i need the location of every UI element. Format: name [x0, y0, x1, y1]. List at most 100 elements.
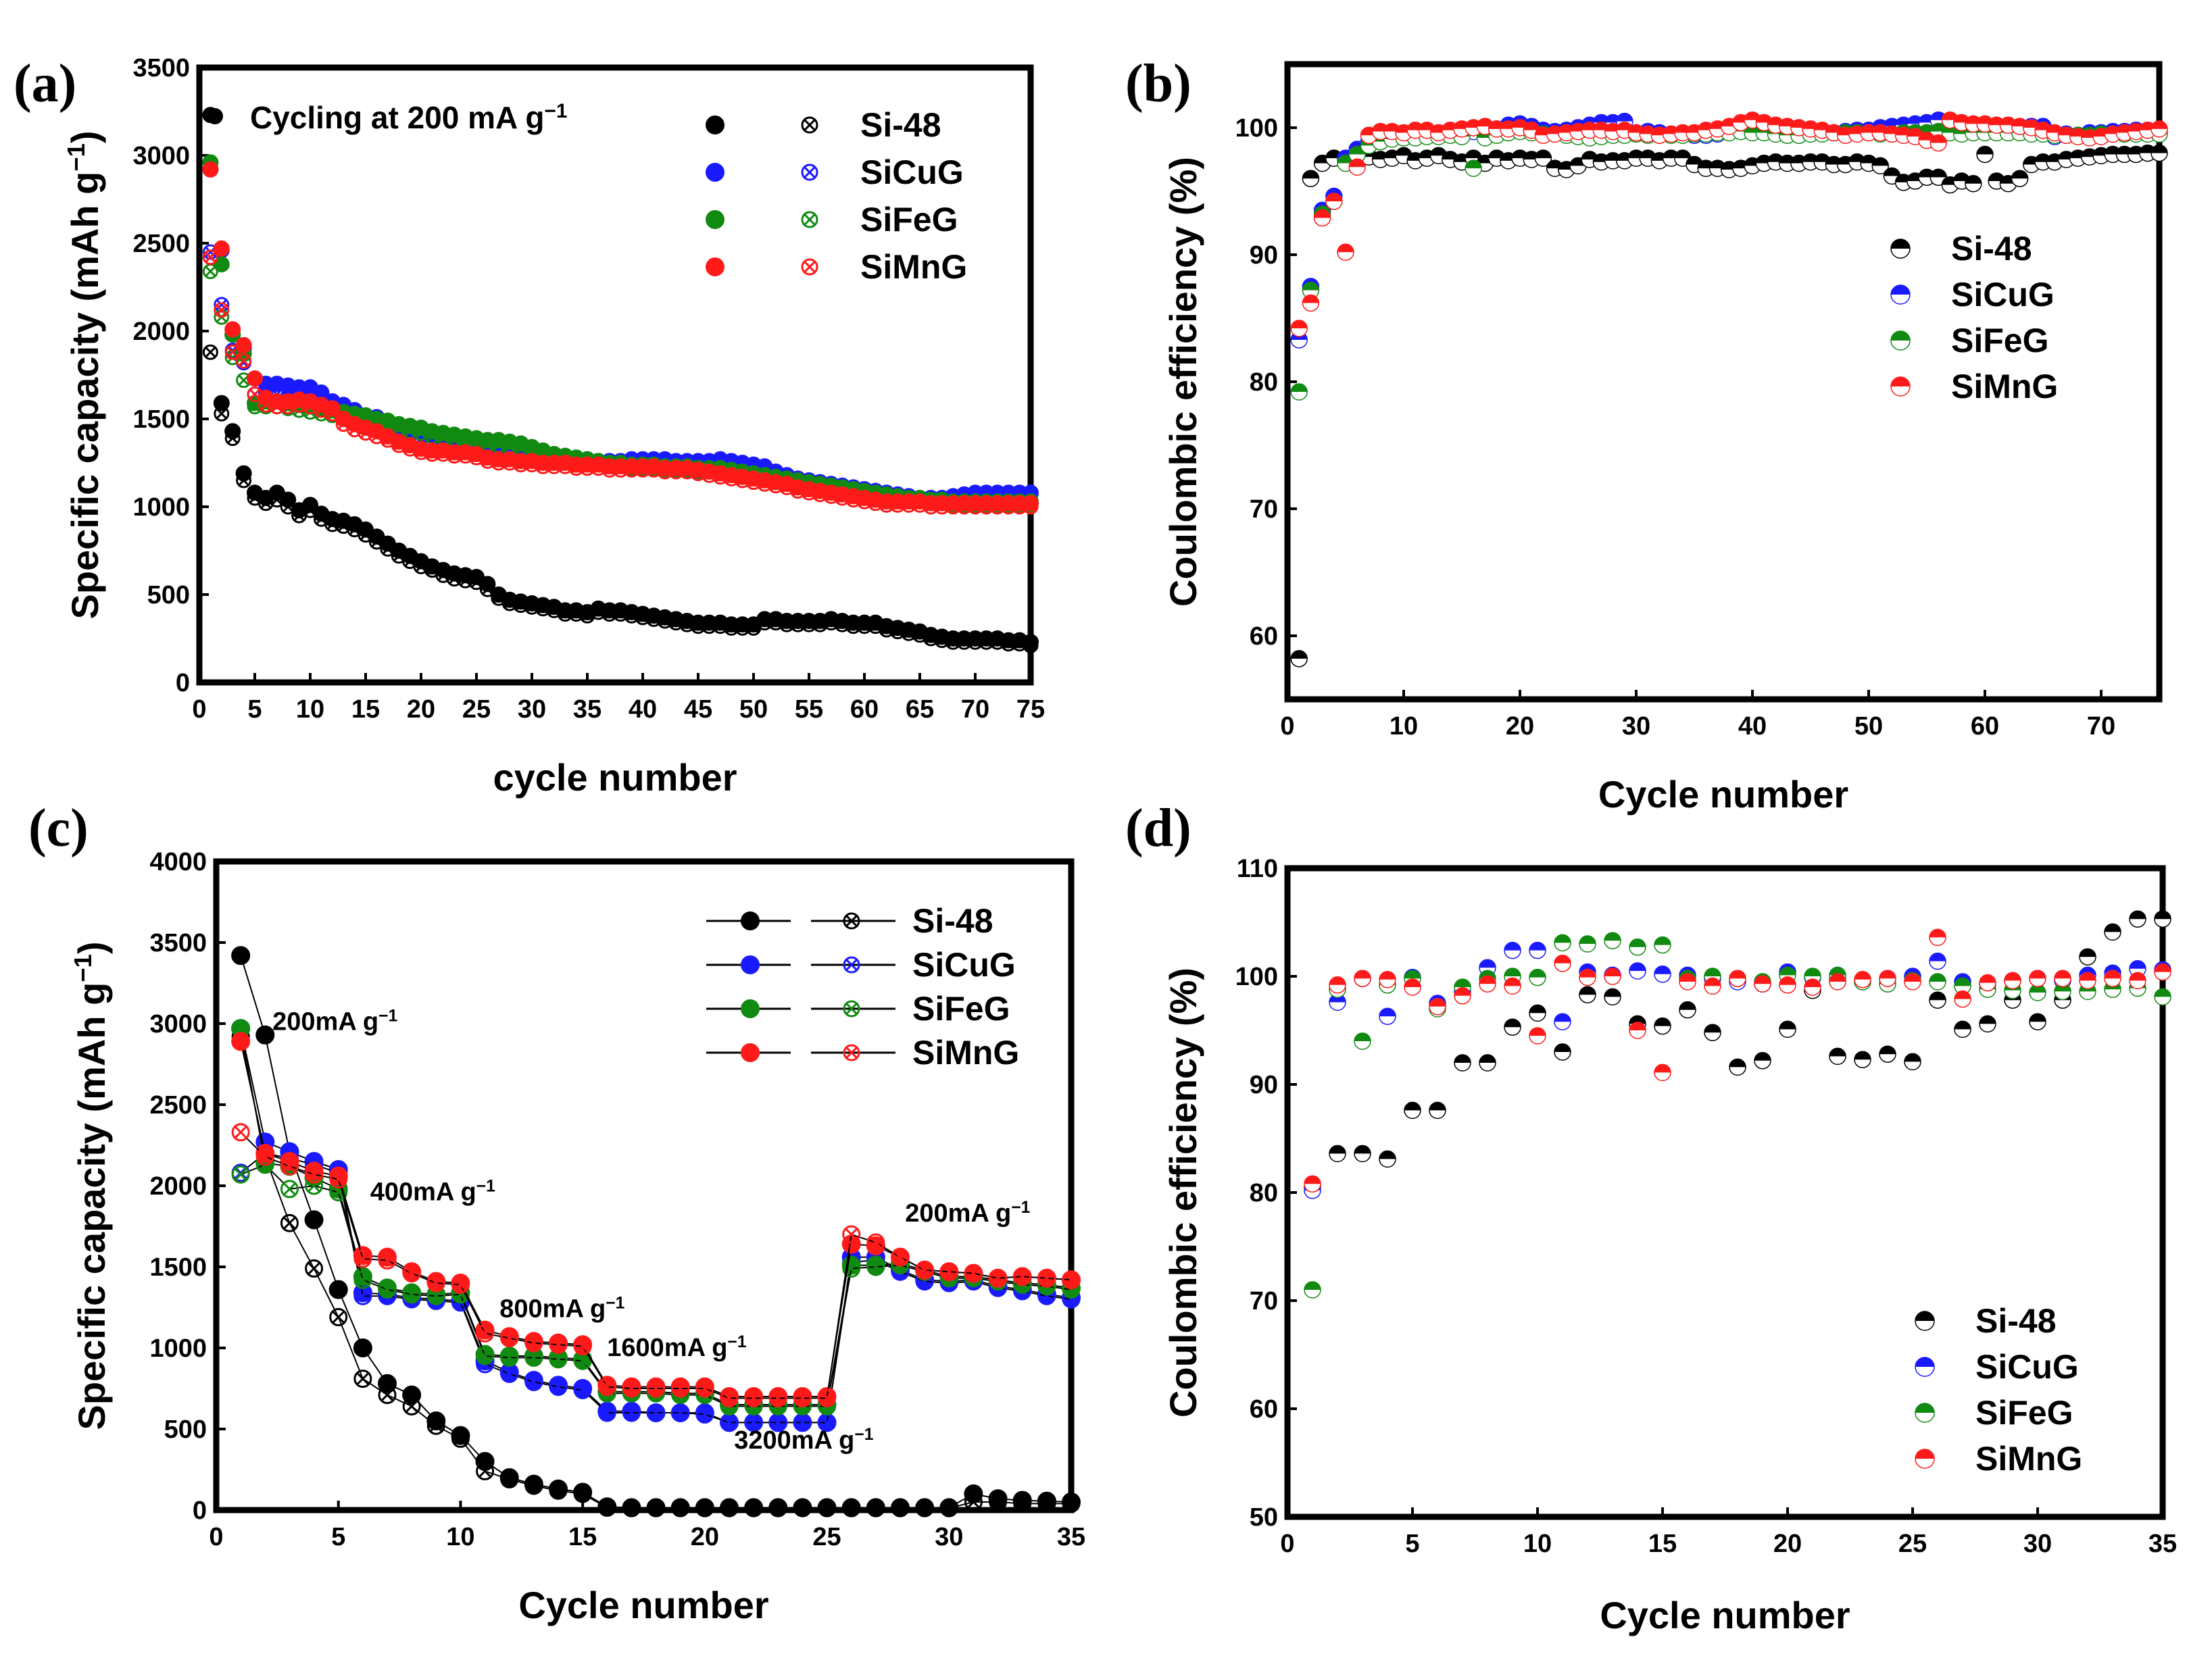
- x-tick-label: 10: [1523, 1530, 1552, 1558]
- data-point: [302, 497, 318, 513]
- data-point: [1754, 975, 1771, 993]
- y-axis-title-close: ): [70, 941, 113, 954]
- data-point-ring: [2029, 970, 2046, 987]
- data-point: [1037, 1269, 1056, 1288]
- data-point: [668, 463, 684, 480]
- data-point-half: [1654, 1064, 1671, 1073]
- data-point-x2: [404, 555, 416, 567]
- data-point-ring: [280, 499, 296, 515]
- data-point-ring: [1062, 1494, 1081, 1513]
- data-point-half: [1930, 929, 1946, 938]
- data-point-ring: [546, 458, 562, 474]
- data-point-ring: [622, 1379, 641, 1398]
- data-point: [645, 611, 662, 627]
- data-point: [231, 1032, 251, 1051]
- data-point-ring: [720, 1499, 739, 1518]
- data-point: [1604, 988, 1621, 1006]
- data-point-ring: [1302, 170, 1320, 187]
- rate-annotation: 200mA g−1: [272, 1007, 397, 1036]
- data-point: [1304, 1281, 1321, 1299]
- legend-marker-charge: [801, 211, 818, 228]
- data-point-half: [1419, 122, 1435, 130]
- data-point-ring: [1779, 976, 1796, 994]
- data-point-x2: [551, 1353, 565, 1366]
- rate-annotation-sup: −1: [476, 1177, 495, 1195]
- data-point-x2: [698, 1407, 712, 1421]
- data-point-x2: [1003, 501, 1014, 513]
- data-point: [213, 256, 230, 273]
- data-point-half: [1604, 932, 1621, 941]
- data-point-x2: [958, 636, 970, 648]
- data-point-half: [1930, 992, 1946, 1001]
- data-point: [657, 463, 673, 480]
- data-point: [891, 1248, 910, 1267]
- data-point-ring: [671, 1403, 690, 1422]
- y-tick-label: 80: [1250, 1179, 1278, 1207]
- data-point: [2079, 948, 2096, 966]
- data-point-x2: [981, 636, 992, 648]
- data-point-x2: [356, 1372, 370, 1386]
- data-point-ring: [1704, 1024, 1721, 1041]
- data-point-ring: [744, 1499, 763, 1518]
- data-point-ring: [224, 430, 241, 447]
- data-point: [524, 1372, 543, 1391]
- rate-annotation: 400mA g−1: [370, 1177, 495, 1207]
- data-point-half: [1523, 122, 1540, 130]
- x-tick-label: 5: [247, 695, 262, 724]
- data-point-ring: [712, 618, 729, 634]
- data-point-ring: [1804, 978, 1821, 996]
- data-point-ring: [458, 572, 474, 588]
- data-point-ring: [491, 455, 507, 471]
- data-point: [1554, 1013, 1571, 1030]
- data-point-x2: [845, 1261, 858, 1275]
- x-axis-title: Cycle number: [1598, 773, 1848, 816]
- data-point-x2: [918, 1263, 931, 1277]
- data-point-x2: [258, 1150, 272, 1163]
- data-point-ring: [901, 625, 917, 641]
- data-point-x2: [581, 610, 593, 622]
- data-point: [768, 1388, 787, 1407]
- data-point-x2: [600, 1501, 614, 1514]
- data-point: [891, 1499, 910, 1518]
- data-point-ring: [1304, 1281, 1321, 1299]
- data-point-ring: [1429, 1101, 1446, 1120]
- data-point-x2: [526, 601, 538, 613]
- data-point: [967, 499, 983, 515]
- panel-b: (b) 0 10 20 30 40 50 60 70 60 70 80 90 100 Cycle numbe…: [1125, 54, 2168, 816]
- data-point-ring: [380, 541, 396, 557]
- data-point-half: [1529, 969, 1546, 978]
- data-point: [1302, 281, 1320, 299]
- data-point-ring: [353, 1370, 372, 1388]
- data-point: [402, 1397, 421, 1415]
- data-point-x2: [1025, 640, 1037, 651]
- data-point: [236, 353, 252, 369]
- data-point-x2: [415, 427, 427, 438]
- data-point-x2: [293, 399, 305, 411]
- data-point-x2: [1016, 1497, 1029, 1510]
- x-tick-label: 10: [1390, 712, 1418, 741]
- data-point: [302, 502, 318, 518]
- data-point-ring: [280, 399, 296, 415]
- data-point-ring: [2079, 972, 2096, 990]
- data-point: [1037, 1494, 1056, 1513]
- data-point-x2: [380, 1253, 394, 1267]
- data-point: [597, 1378, 616, 1397]
- data-point: [834, 616, 850, 632]
- data-point: [524, 457, 540, 473]
- legend-marker-charge-x2: [804, 119, 816, 131]
- data-point: [1854, 1051, 1871, 1068]
- data-point: [793, 1499, 812, 1518]
- data-point-x2: [527, 1479, 541, 1493]
- data-point-ring: [768, 1388, 787, 1407]
- data-point-x2: [698, 1382, 712, 1395]
- data-point-ring: [1062, 1270, 1081, 1289]
- legend-label: SiFeG: [1951, 322, 2048, 359]
- rate-annotation-text: 1600mA g: [607, 1334, 727, 1362]
- condition-marker: [207, 108, 223, 124]
- data-point: [1879, 1045, 1896, 1063]
- data-point-x2: [349, 524, 360, 535]
- data-point: [202, 161, 219, 178]
- data-point-ring: [1729, 970, 1746, 987]
- data-point-ring: [1579, 968, 1596, 986]
- data-point-x2: [460, 450, 471, 461]
